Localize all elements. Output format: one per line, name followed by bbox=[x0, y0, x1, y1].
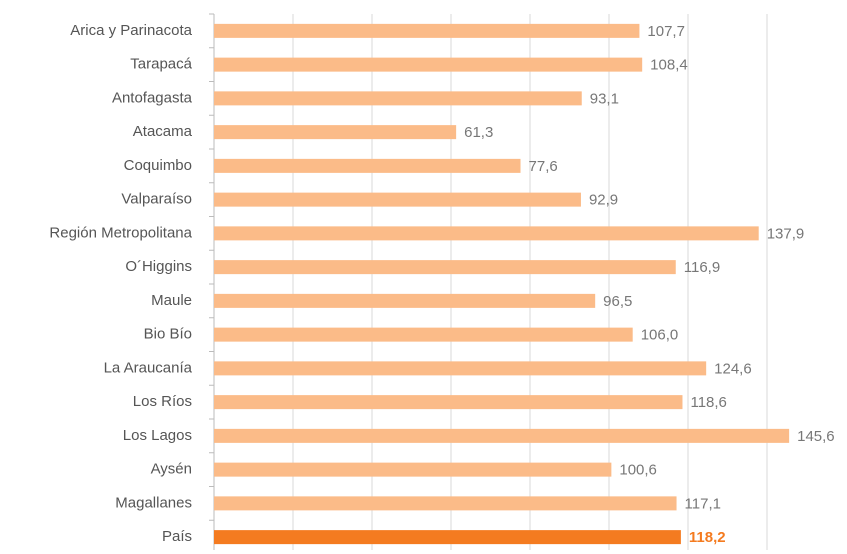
y-tick-label: Los Ríos bbox=[133, 393, 192, 410]
y-tick-label: Tarapacá bbox=[130, 56, 192, 73]
y-tick-label: Maule bbox=[151, 292, 192, 309]
bar bbox=[214, 530, 681, 545]
value-label: 124,6 bbox=[714, 360, 752, 377]
y-tick-label: Los Lagos bbox=[123, 427, 192, 444]
y-tick-label: La Araucanía bbox=[104, 359, 193, 376]
y-tick-label: Coquimbo bbox=[124, 157, 192, 174]
bar bbox=[214, 226, 759, 241]
value-label: 92,9 bbox=[589, 192, 618, 209]
y-tick-label: Bio Bío bbox=[144, 326, 192, 343]
bar bbox=[214, 23, 640, 38]
bar bbox=[214, 91, 582, 106]
bar bbox=[214, 125, 457, 140]
bar bbox=[214, 327, 633, 342]
value-label: 106,0 bbox=[641, 327, 679, 344]
y-tick-label: Aysén bbox=[151, 461, 192, 478]
y-tick-label: Arica y Parinacota bbox=[70, 22, 192, 39]
y-tick-label: O´Higgins bbox=[125, 258, 192, 275]
bar bbox=[214, 158, 521, 173]
value-label: 117,1 bbox=[685, 495, 721, 512]
value-label: 118,2 bbox=[689, 529, 726, 546]
value-label: 100,6 bbox=[619, 462, 657, 479]
value-label: 77,6 bbox=[529, 158, 558, 175]
y-tick-label: Atacama bbox=[133, 123, 193, 140]
value-label: 137,9 bbox=[767, 225, 805, 242]
bar bbox=[214, 395, 683, 410]
bar bbox=[214, 428, 790, 443]
bar bbox=[214, 260, 676, 275]
value-label: 93,1 bbox=[590, 90, 619, 107]
y-tick-label: Región Metropolitana bbox=[49, 224, 192, 241]
bar bbox=[214, 57, 643, 72]
bar bbox=[214, 192, 581, 207]
value-label: 116,9 bbox=[684, 259, 720, 276]
value-label: 61,3 bbox=[464, 124, 493, 141]
bar bbox=[214, 361, 707, 376]
value-label: 118,6 bbox=[690, 394, 726, 411]
bar bbox=[214, 462, 612, 477]
bar bbox=[214, 293, 596, 308]
y-tick-label: País bbox=[162, 528, 192, 545]
value-label: 108,4 bbox=[650, 57, 688, 74]
y-tick-label: Antofagasta bbox=[112, 89, 193, 106]
bar bbox=[214, 496, 677, 511]
value-label: 107,7 bbox=[647, 23, 685, 40]
value-label: 145,6 bbox=[797, 428, 835, 445]
y-tick-label: Magallanes bbox=[115, 494, 192, 511]
y-tick-label: Valparaíso bbox=[121, 191, 192, 208]
value-label: 96,5 bbox=[603, 293, 632, 310]
